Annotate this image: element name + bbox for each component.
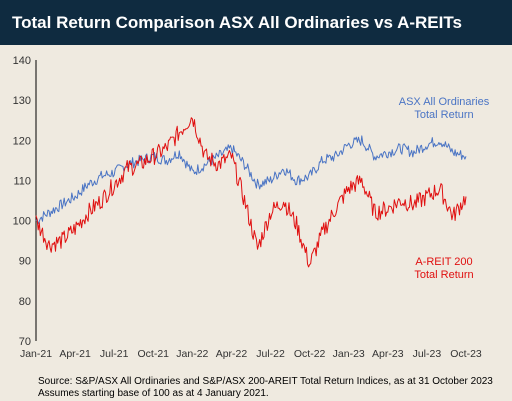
x-tick-label: Oct-23 xyxy=(450,348,482,360)
x-tick-label: Jan-23 xyxy=(333,348,365,360)
x-tick-label: Apr-21 xyxy=(59,348,91,360)
series-layer xyxy=(35,117,467,268)
areit-series-line xyxy=(35,117,467,268)
x-tick-label: Jul-22 xyxy=(256,348,285,360)
y-tick-label: 80 xyxy=(19,296,31,308)
x-tick-label: Jul-21 xyxy=(100,348,129,360)
areit-series-label: Total Return xyxy=(414,269,473,281)
y-tick-label: 110 xyxy=(13,175,31,187)
x-tick-label: Jan-21 xyxy=(20,348,52,360)
x-tick-label: Jan-22 xyxy=(176,348,208,360)
y-tick-label: 140 xyxy=(13,55,31,67)
x-tick-label: Jul-23 xyxy=(413,348,442,360)
y-tick-label: 90 xyxy=(19,256,31,268)
source-line: Source: S&P/ASX All Ordinaries and S&P/A… xyxy=(38,376,493,387)
y-tick-label: 130 xyxy=(13,95,31,107)
axis-layer: 70 80 90 100 110 120 130 140 Jan-21 Apr-21 Jul-21 O… xyxy=(13,55,482,360)
asx-series-label: Total Return xyxy=(414,109,473,121)
x-tick-label: Oct-22 xyxy=(294,348,326,360)
line-chart: 70 80 90 100 110 120 130 140 Jan-21 Apr-21 Jul-21 O… xyxy=(13,55,490,360)
y-tick-label: 70 xyxy=(19,336,31,348)
source-note: Source: S&P/ASX All Ordinaries and S&P/A… xyxy=(38,376,493,400)
y-tick-label: 120 xyxy=(13,135,31,147)
chart-title: Total Return Comparison ASX All Ordinari… xyxy=(0,0,512,45)
y-tick-label: 100 xyxy=(13,216,31,228)
x-tick-label: Apr-22 xyxy=(216,348,248,360)
x-tick-label: Apr-23 xyxy=(372,348,404,360)
asx-series-line xyxy=(35,135,467,225)
areit-series-label: A-REIT 200 xyxy=(415,256,472,268)
asx-series-label: ASX All Ordinaries xyxy=(399,96,490,108)
assumption-line: Assumes starting base of 100 as at 4 Jan… xyxy=(38,388,269,399)
x-tick-label: Oct-21 xyxy=(138,348,170,360)
